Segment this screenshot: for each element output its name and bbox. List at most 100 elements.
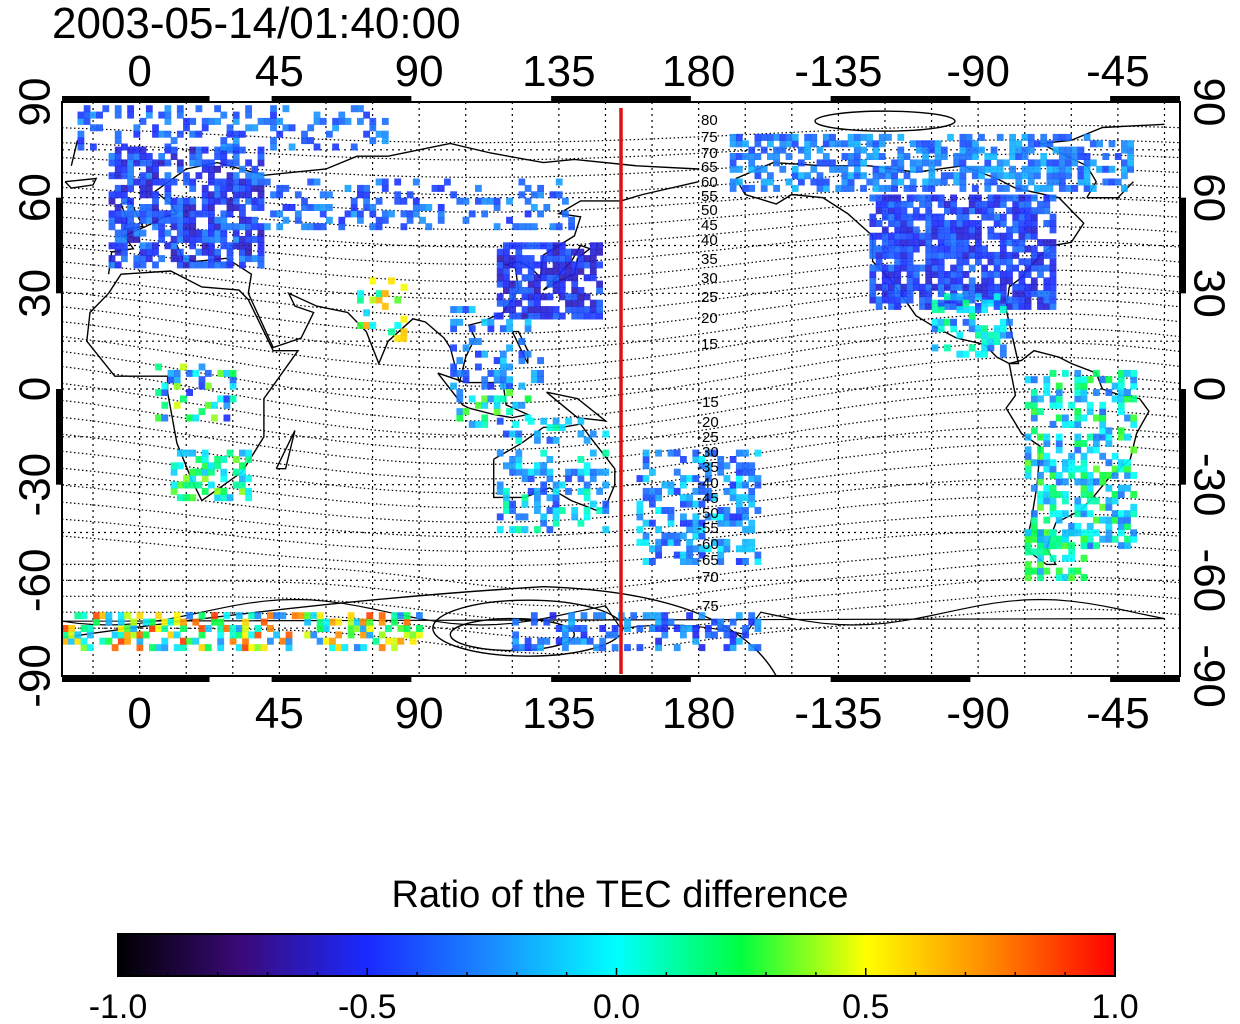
tec-pixel xyxy=(1018,277,1026,285)
tec-pixel xyxy=(164,105,172,113)
tec-pixel xyxy=(1043,542,1051,550)
tec-pixel xyxy=(294,210,302,218)
tec-pixel xyxy=(1080,389,1088,396)
tec-pixel xyxy=(981,325,988,333)
tec-pixel xyxy=(524,318,532,326)
tec-pixel xyxy=(319,204,327,211)
tec-pixel xyxy=(506,344,513,352)
tec-pixel xyxy=(589,267,597,275)
tec-pixel xyxy=(947,133,954,141)
tec-pixel xyxy=(195,468,203,476)
tec-pixel xyxy=(152,242,159,250)
tec-pixel xyxy=(549,191,557,199)
tec-pixel xyxy=(698,526,706,534)
tec-pixel xyxy=(176,449,184,457)
tec-pixel xyxy=(1009,133,1016,141)
tec-pixel xyxy=(509,255,516,263)
tec-pixel xyxy=(481,414,489,422)
tec-pixel xyxy=(875,194,883,202)
tec-pixel xyxy=(235,631,243,639)
tec-pixel xyxy=(1068,554,1075,562)
tec-pixel xyxy=(912,271,920,278)
tec-pixel xyxy=(1037,574,1044,581)
tec-pixel xyxy=(121,229,128,237)
tec-pixel xyxy=(748,153,756,160)
tec-pixel xyxy=(1030,264,1038,272)
tec-pixel xyxy=(903,153,911,160)
tec-pixel xyxy=(152,261,159,269)
tec-pixel xyxy=(1068,452,1075,460)
tec-pixel xyxy=(1037,497,1044,505)
tec-pixel xyxy=(667,538,675,546)
tec-pixel xyxy=(1018,258,1026,266)
tec-pixel xyxy=(232,111,240,119)
tec-pixel xyxy=(773,153,780,160)
tec-pixel xyxy=(987,213,995,221)
tec-pixel xyxy=(83,105,91,113)
tec-pixel xyxy=(1006,258,1013,266)
tec-pixel xyxy=(953,159,961,167)
tec-pixel xyxy=(906,258,914,266)
tec-pixel xyxy=(164,210,172,218)
tec-pixel xyxy=(642,487,650,495)
tec-pixel xyxy=(661,612,669,620)
tec-pixel xyxy=(611,644,619,652)
tec-pixel xyxy=(847,140,855,148)
tec-pixel xyxy=(239,468,246,476)
tec-pixel xyxy=(223,625,231,632)
tec-pixel xyxy=(900,290,908,298)
tec-pixel xyxy=(248,644,256,652)
tec-pixel xyxy=(425,204,433,211)
tec-pixel xyxy=(1055,395,1063,403)
tec-pixel xyxy=(375,296,383,304)
tec-pixel xyxy=(201,248,209,256)
tec-pixel xyxy=(791,140,799,148)
tec-pixel xyxy=(555,191,563,199)
tec-pixel xyxy=(301,204,308,211)
tec-pixel xyxy=(180,363,187,371)
tec-pixel xyxy=(589,306,597,314)
tec-pixel xyxy=(965,140,973,148)
tec-pixel xyxy=(729,487,737,495)
tec-pixel xyxy=(810,178,818,186)
tec-pixel xyxy=(847,178,855,186)
tec-pixel xyxy=(322,618,330,626)
tec-pixel xyxy=(680,513,687,521)
tec-pixel xyxy=(925,258,933,266)
tec-pixel xyxy=(226,255,234,263)
tec-pixel xyxy=(1055,389,1063,396)
tec-pixel xyxy=(937,277,945,285)
tec-pixel xyxy=(242,644,249,652)
lon-tick-top: -45 xyxy=(1086,47,1150,96)
tec-pixel xyxy=(1105,433,1113,441)
tec-pixel xyxy=(468,325,476,333)
tec-pixel xyxy=(1105,497,1113,505)
tec-pixel xyxy=(170,137,178,145)
tec-pixel xyxy=(1074,465,1082,473)
tec-pixel xyxy=(257,178,265,186)
tec-pixel xyxy=(1003,184,1010,192)
tec-pixel xyxy=(515,449,523,457)
tec-pixel xyxy=(642,456,650,463)
tec-pixel xyxy=(981,350,988,358)
tec-pixel xyxy=(186,369,193,377)
tec-pixel xyxy=(1099,433,1107,441)
tec-pixel xyxy=(999,200,1007,208)
tec-pixel xyxy=(534,306,541,314)
tec-pixel xyxy=(655,487,662,495)
tec-pixel xyxy=(1071,146,1079,154)
tec-pixel xyxy=(257,235,265,243)
tec-pixel xyxy=(276,210,284,218)
tec-pixel xyxy=(145,159,153,167)
tec-pixel xyxy=(540,312,548,320)
tec-pixel xyxy=(515,248,523,256)
tec-pixel xyxy=(900,283,908,291)
tec-pixel xyxy=(232,172,240,180)
tec-pixel xyxy=(226,449,234,457)
tec-pixel xyxy=(117,631,125,639)
tec-pixel xyxy=(717,625,725,632)
tec-pixel xyxy=(577,519,585,527)
tec-pixel xyxy=(139,184,147,192)
tec-pixel xyxy=(922,178,929,186)
tec-pixel xyxy=(534,487,541,495)
